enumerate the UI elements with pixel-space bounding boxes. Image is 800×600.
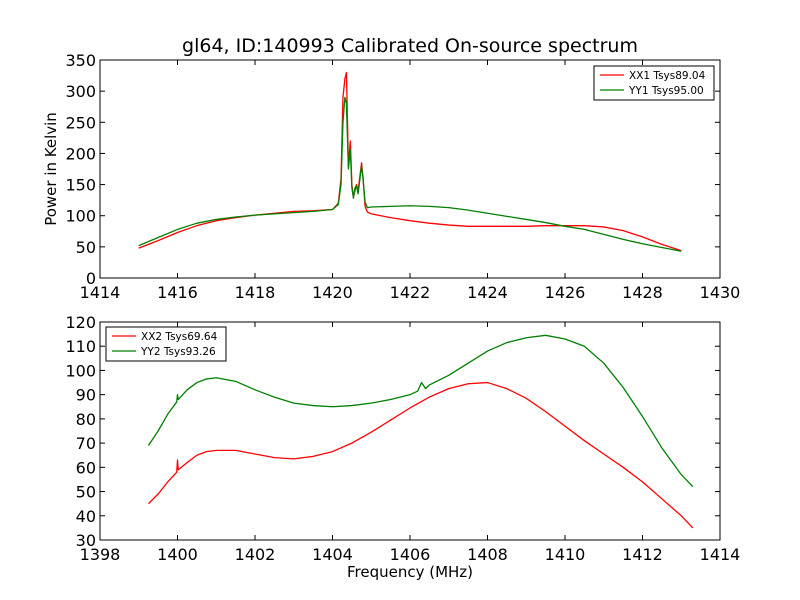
y-tick-label: 50 bbox=[76, 483, 96, 502]
legend-box bbox=[105, 326, 227, 362]
x-tick-label: 1416 bbox=[157, 283, 198, 302]
y-tick-label: 70 bbox=[76, 434, 96, 453]
y-tick-label: 80 bbox=[76, 410, 96, 429]
y-tick-label: 100 bbox=[65, 207, 96, 226]
y-axis-title: Power in Kelvin bbox=[42, 112, 60, 226]
x-tick-label: 1400 bbox=[157, 545, 198, 564]
legend-label: YY2 Tsys93.26 bbox=[140, 346, 216, 358]
x-tick-label: 1398 bbox=[80, 545, 121, 564]
bottom-spectrum-chart: 1398 1400 1402 1404 1406 1408 1410 1412 1414 30 40… bbox=[65, 313, 740, 581]
x-tick-label: 1406 bbox=[390, 545, 431, 564]
legend-label: XX1 Tsys89.04 bbox=[629, 70, 706, 82]
y-tick-label: 30 bbox=[76, 531, 96, 550]
x-tick-label: 1408 bbox=[467, 545, 508, 564]
series-line-yy2-tsys93-26 bbox=[147, 334, 694, 488]
x-tick-label: 1430 bbox=[700, 283, 741, 302]
x-tick-label: 1428 bbox=[622, 283, 663, 302]
chart-title: gl64, ID:140993 Calibrated On-source spe… bbox=[182, 35, 638, 57]
x-tick-label: 1418 bbox=[235, 283, 276, 302]
x-tick-label: 1426 bbox=[545, 283, 586, 302]
x-axis-title: Frequency (MHz) bbox=[347, 563, 473, 581]
x-tick-label: 1412 bbox=[622, 545, 663, 564]
x-tick-label: 1402 bbox=[235, 545, 276, 564]
y-tick-label: 90 bbox=[76, 386, 96, 405]
y-tick-label: 40 bbox=[76, 507, 96, 526]
y-tick-label: 120 bbox=[65, 313, 96, 332]
series-line-yy1-tsys95-00 bbox=[138, 96, 682, 252]
legend-box bbox=[593, 65, 715, 101]
x-tick-label: 1422 bbox=[390, 283, 431, 302]
y-tick-label: 50 bbox=[76, 238, 96, 257]
x-tick-label: 1404 bbox=[312, 545, 353, 564]
x-tick-label: 1414 bbox=[80, 283, 121, 302]
y-tick-label: 0 bbox=[86, 269, 96, 288]
y-tick-label: 150 bbox=[65, 176, 96, 195]
x-tick-label: 1414 bbox=[700, 545, 741, 564]
y-tick-label: 110 bbox=[65, 337, 96, 356]
series-line-xx2-tsys69-64 bbox=[147, 381, 694, 529]
y-tick-label: 200 bbox=[65, 144, 96, 163]
x-tick-label: 1424 bbox=[467, 283, 508, 302]
legend-label: YY1 Tsys95.00 bbox=[628, 85, 704, 97]
y-tick-label: 350 bbox=[65, 51, 96, 70]
y-tick-label: 100 bbox=[65, 361, 96, 380]
y-tick-label: 250 bbox=[65, 113, 96, 132]
y-tick-label: 60 bbox=[76, 458, 96, 477]
y-tick-label: 300 bbox=[65, 82, 96, 101]
legend-label: XX2 Tsys69.64 bbox=[141, 331, 218, 343]
x-tick-label: 1410 bbox=[545, 545, 586, 564]
top-spectrum-chart: 1414 1416 1418 1420 1422 1424 1426 1428 1430 0 50 1… bbox=[42, 35, 740, 302]
x-tick-label: 1420 bbox=[312, 283, 353, 302]
